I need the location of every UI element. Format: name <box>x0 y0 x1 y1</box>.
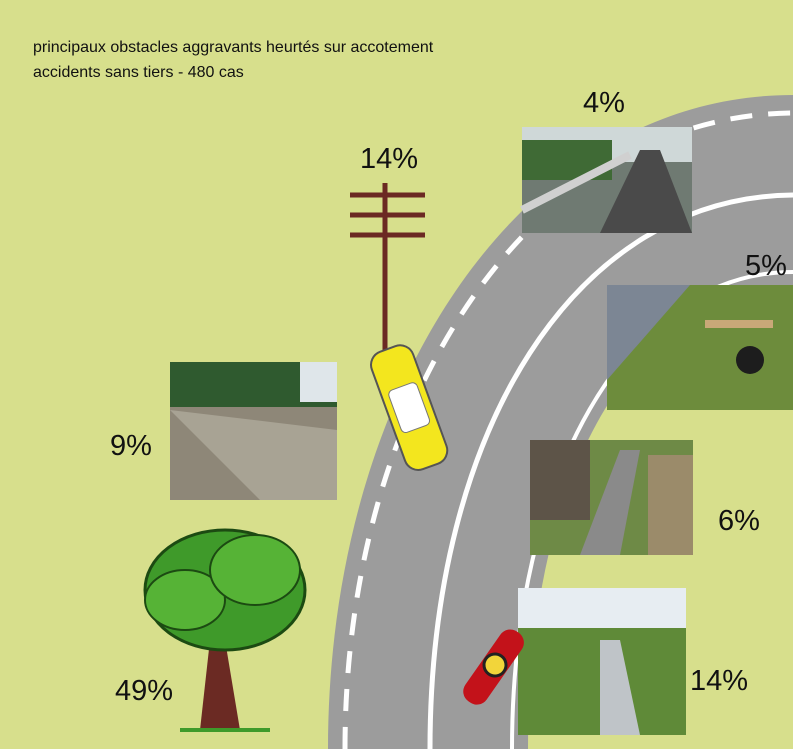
title: principaux obstacles aggravants heurtés … <box>33 39 434 56</box>
photo <box>518 588 686 735</box>
photo <box>170 362 337 500</box>
percent-label: 9% <box>110 430 152 462</box>
percent-label: 6% <box>718 505 760 537</box>
percent-label: 49% <box>115 675 173 707</box>
photo <box>607 285 793 410</box>
photo <box>530 440 693 555</box>
percent-label: 14% <box>690 665 748 697</box>
photo <box>522 127 692 233</box>
page: principaux obstacles aggravants heurtés … <box>0 0 793 749</box>
percent-label: 14% <box>360 143 418 175</box>
subtitle: accidents sans tiers - 480 cas <box>33 64 244 81</box>
percent-label: 4% <box>583 87 625 119</box>
percent-label: 5% <box>745 250 787 282</box>
infographic: principaux obstacles aggravants heurtés … <box>0 0 793 749</box>
